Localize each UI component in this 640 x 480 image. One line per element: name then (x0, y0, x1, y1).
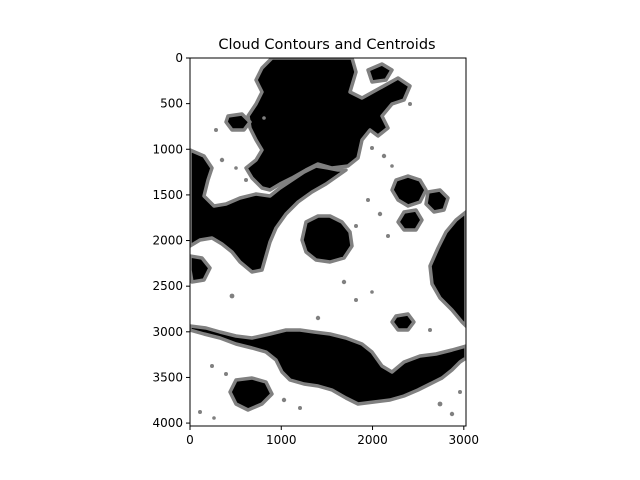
chart-title: Cloud Contours and Centroids (218, 37, 435, 53)
y-tick-label: 4000 (152, 416, 183, 430)
sky-region (390, 174, 428, 208)
contour-speckle (224, 372, 228, 376)
contour-speckle (370, 146, 374, 150)
y-tick-label: 0 (175, 51, 183, 65)
contour-speckle (244, 178, 248, 182)
contour-speckle (437, 401, 443, 407)
contour-speckle (370, 290, 374, 294)
contour-speckle (366, 198, 370, 202)
contour-speckle (408, 102, 412, 106)
contour-speckle (210, 364, 214, 368)
contour-speckle (449, 411, 455, 417)
sky-region (190, 254, 212, 284)
contour-speckle (212, 416, 216, 420)
y-tick-label: 1500 (152, 188, 183, 202)
y-tick-label: 3500 (152, 370, 183, 384)
sky-region (190, 148, 348, 274)
contour-speckle (298, 406, 302, 410)
contour-speckle (381, 153, 387, 159)
contour-speckle (198, 410, 202, 414)
sky-region (390, 312, 416, 332)
sky-region (190, 324, 466, 406)
contour-speckle (354, 298, 358, 302)
y-tick-label: 500 (160, 97, 183, 111)
x-tick-label: 1000 (266, 433, 297, 447)
contour-speckle (377, 211, 383, 217)
contour-speckle (234, 166, 238, 170)
contour-speckle (354, 224, 358, 228)
contour-speckle (341, 279, 347, 285)
contour-speckle (281, 397, 287, 403)
sky-region (366, 62, 394, 84)
x-tick-label: 3000 (449, 433, 480, 447)
x-axis: 0 1000 2000 3000 (186, 426, 479, 447)
y-tick-label: 3000 (152, 325, 183, 339)
sky-region (396, 208, 424, 232)
contour-speckle (315, 315, 321, 321)
contour-speckle (386, 234, 390, 238)
x-tick-label: 2000 (357, 433, 388, 447)
plot-frame (189, 57, 467, 427)
cloud-mask-image (190, 58, 466, 426)
contour-speckle (390, 164, 394, 168)
sky-region (428, 210, 466, 328)
contour-speckle (214, 128, 218, 132)
contour-speckle (458, 390, 462, 394)
sky-region (424, 188, 450, 214)
sky-region (228, 376, 274, 412)
y-tick-label: 2000 (152, 234, 183, 248)
contour-speckle (428, 328, 432, 332)
contour-speckle (262, 116, 266, 120)
contour-speckle (219, 157, 225, 163)
y-axis: 0 500 1000 1500 2000 2500 3000 3500 4000 (152, 51, 190, 430)
sky-region (224, 112, 252, 132)
x-tick-label: 0 (186, 433, 194, 447)
sky-region (300, 214, 354, 264)
y-tick-label: 2500 (152, 279, 183, 293)
contour-speckle (229, 293, 235, 299)
y-tick-label: 1000 (152, 142, 183, 156)
